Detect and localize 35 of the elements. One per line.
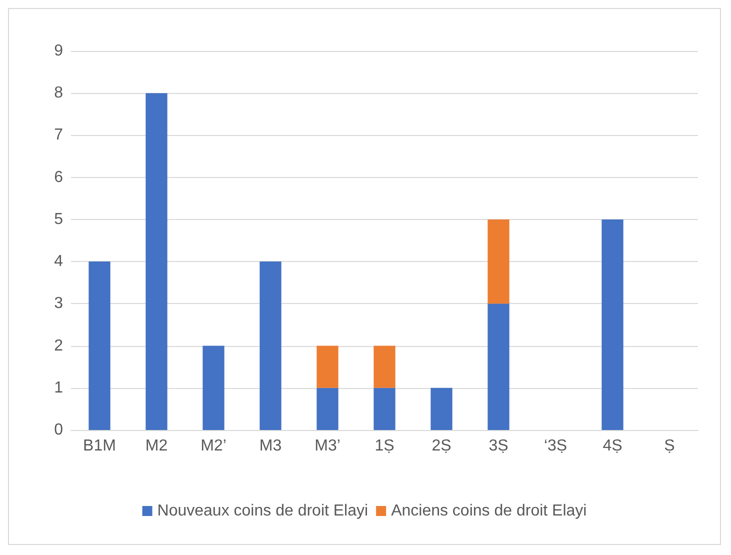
x-tick-label: 4Ṣ: [602, 438, 622, 454]
x-tick-label: ‘3Ṣ: [544, 438, 568, 454]
y-tick-label: 3: [54, 295, 64, 312]
bar: [488, 304, 510, 430]
y-tick-label: 7: [54, 126, 64, 144]
bar: [488, 219, 510, 304]
y-tick-label: 6: [54, 168, 64, 186]
bar: [146, 93, 168, 430]
legend-label: Anciens coins de droit Elayi: [391, 502, 587, 520]
y-tick-label: 2: [54, 337, 64, 354]
y-tick-label: 4: [54, 253, 64, 270]
bar: [374, 388, 396, 430]
x-tick-label: Ṣ: [664, 438, 675, 454]
y-tick-label: 5: [54, 210, 64, 228]
x-tick-label: B1M: [83, 438, 116, 454]
x-tick-label: M3: [259, 438, 282, 454]
y-tick-label: 9: [54, 42, 64, 60]
y-tick-label: 0: [54, 422, 64, 438]
x-tick-label: M3’: [314, 438, 340, 454]
x-tick-label: 1Ṣ: [374, 438, 394, 454]
bar: [316, 346, 338, 388]
bar: [374, 346, 396, 388]
bar: [430, 388, 452, 430]
x-tick-label: M2’: [200, 438, 226, 454]
x-tick-label: 2Ṣ: [432, 438, 452, 454]
bar: [260, 262, 282, 430]
bar: [202, 346, 224, 430]
x-tick-label: M2: [145, 438, 168, 454]
y-tick-label: 1: [54, 379, 64, 396]
bar: [88, 262, 110, 430]
y-tick-label: 8: [54, 84, 64, 102]
bar: [316, 388, 338, 430]
bar: [602, 219, 624, 430]
x-tick-label: 3Ṣ: [488, 438, 508, 454]
legend-label: Nouveaux coins de droit Elayi: [157, 502, 368, 520]
